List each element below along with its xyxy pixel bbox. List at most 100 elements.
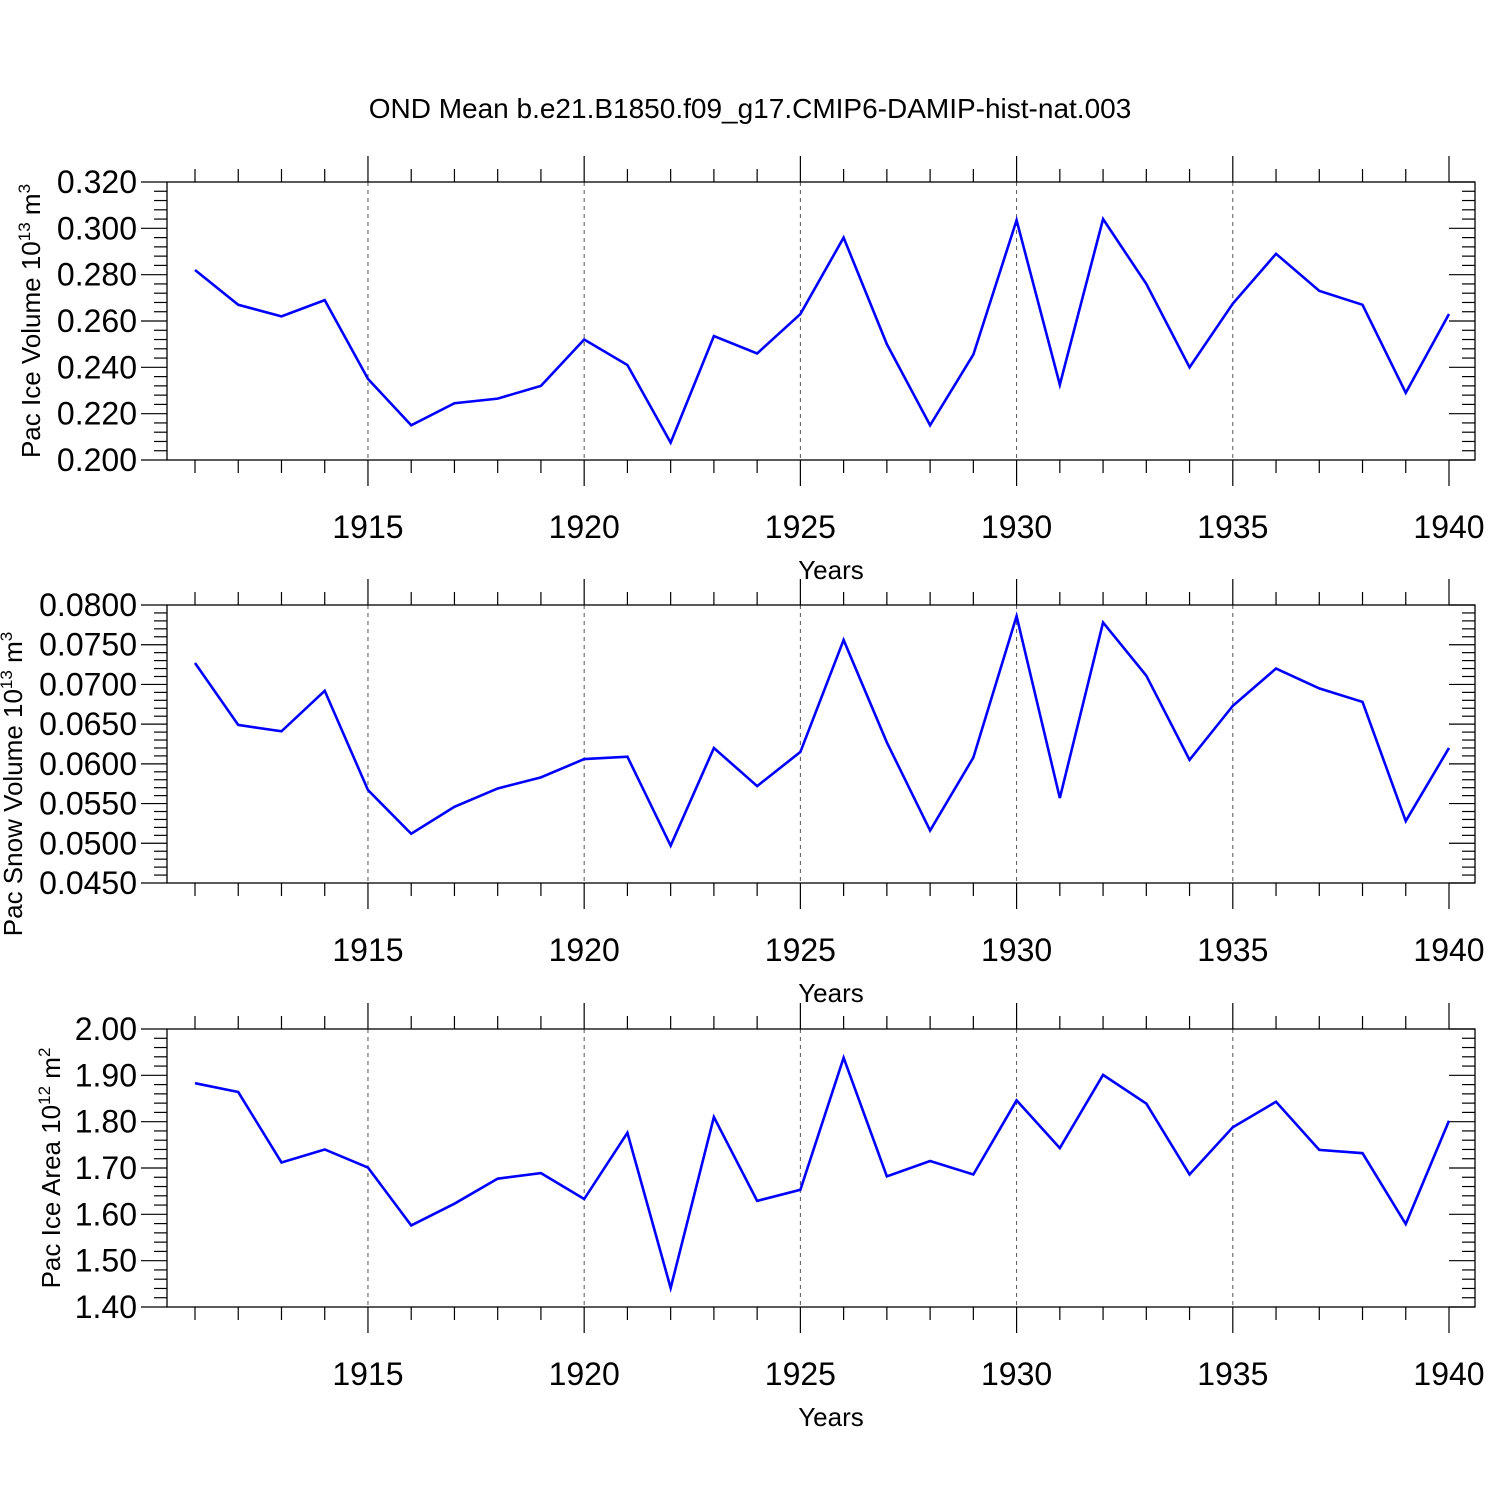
data-point <box>886 344 887 345</box>
data-point <box>1319 1149 1320 1150</box>
data-point <box>411 1225 412 1226</box>
data-point <box>973 757 974 758</box>
y-tick-label: 1.70 <box>75 1150 137 1186</box>
data-point <box>454 403 455 404</box>
y-tick-label: 1.40 <box>75 1289 137 1325</box>
data-point <box>1232 303 1233 304</box>
data-point <box>1362 1153 1363 1154</box>
data-point <box>1059 798 1060 799</box>
x-tick-label: 1925 <box>765 1356 836 1392</box>
data-point <box>1362 304 1363 305</box>
data-point <box>1232 1127 1233 1128</box>
y-axis-label-unit-exponent: 3 <box>0 632 16 641</box>
data-point <box>281 731 282 732</box>
data-point <box>324 690 325 691</box>
data-point <box>584 1199 585 1200</box>
y-axis-label-exponent: 12 <box>35 1086 54 1105</box>
plot-frame <box>166 181 1476 461</box>
data-point <box>238 304 239 305</box>
data-point <box>930 1161 931 1162</box>
data-point <box>1016 1100 1017 1101</box>
data-point <box>195 662 196 663</box>
data-point <box>843 1057 844 1058</box>
x-axis-label: Years <box>798 1402 864 1432</box>
x-tick-label: 1940 <box>1413 1356 1484 1392</box>
data-point <box>1059 384 1060 385</box>
y-axis-label-text: Pac Ice Volume 10 <box>16 241 46 458</box>
y-tick-label: 0.300 <box>57 210 137 246</box>
data-point <box>1319 290 1320 291</box>
x-tick-label: 1920 <box>549 1356 620 1392</box>
y-axis-label: Pac Snow Volume 1013 m3 <box>0 632 28 936</box>
data-point <box>973 1174 974 1175</box>
y-axis-label: Pac Ice Area 1012 m2 <box>35 1048 66 1289</box>
data-point <box>627 756 628 757</box>
data-point <box>843 639 844 640</box>
y-tick-label: 0.0550 <box>39 786 137 822</box>
y-axis-label-unit: m <box>16 193 46 222</box>
x-axis-label: Years <box>798 978 864 1008</box>
y-axis-label-unit: m <box>0 641 28 670</box>
data-point <box>1449 1120 1450 1121</box>
x-tick-label: 1925 <box>765 509 836 545</box>
data-point <box>281 316 282 317</box>
y-tick-label: 0.0750 <box>39 627 137 663</box>
data-point <box>1146 283 1147 284</box>
data-point <box>367 1167 368 1168</box>
data-point <box>367 790 368 791</box>
data-point <box>497 788 498 789</box>
data-point <box>886 1176 887 1177</box>
data-point <box>713 1117 714 1118</box>
data-point <box>454 1203 455 1204</box>
data-point <box>584 339 585 340</box>
y-tick-label: 1.60 <box>75 1196 137 1232</box>
y-tick-label: 1.80 <box>75 1104 137 1140</box>
data-point <box>540 777 541 778</box>
data-point <box>757 1200 758 1201</box>
data-point <box>1449 747 1450 748</box>
data-point <box>627 1132 628 1133</box>
y-tick-label: 0.280 <box>57 257 137 293</box>
data-point <box>1016 616 1017 617</box>
data-point <box>1103 219 1104 220</box>
data-point <box>540 385 541 386</box>
data-point <box>1189 1174 1190 1175</box>
data-point <box>1103 622 1104 623</box>
x-tick-label: 1935 <box>1197 1356 1268 1392</box>
data-point <box>930 830 931 831</box>
series-line <box>194 215 1451 446</box>
data-point <box>670 1288 671 1289</box>
data-point <box>713 336 714 337</box>
y-tick-label: 0.0450 <box>39 865 137 901</box>
y-tick-label: 1.90 <box>75 1057 137 1093</box>
data-point <box>843 237 844 238</box>
data-point <box>886 742 887 743</box>
plot-frame <box>166 604 1476 884</box>
y-axis-label: Pac Ice Volume 1013 m3 <box>15 184 46 458</box>
data-point <box>195 1083 196 1084</box>
x-tick-label: 1915 <box>332 1356 403 1392</box>
x-tick-label: 1935 <box>1197 932 1268 968</box>
data-point <box>1276 668 1277 669</box>
data-point <box>195 270 196 271</box>
series-line <box>194 1053 1451 1294</box>
data-point <box>800 1189 801 1190</box>
data-point <box>324 300 325 301</box>
y-axis-label-text: Pac Snow Volume 10 <box>0 689 28 936</box>
figure-title: OND Mean b.e21.B1850.f09_g17.CMIP6-DAMIP… <box>369 93 1132 124</box>
x-tick-label: 1930 <box>981 932 1052 968</box>
x-tick-label: 1940 <box>1413 932 1484 968</box>
y-axis-label-exponent: 13 <box>0 670 16 689</box>
data-point <box>1146 675 1147 676</box>
data-point <box>497 1178 498 1179</box>
data-point <box>1276 253 1277 254</box>
y-axis-label-text: Pac Ice Area 10 <box>36 1105 66 1289</box>
y-tick-label: 0.0800 <box>39 587 137 623</box>
data-point <box>800 751 801 752</box>
data-point <box>757 786 758 787</box>
y-axis-label-unit: m <box>36 1057 66 1086</box>
data-point <box>1189 367 1190 368</box>
x-tick-label: 1930 <box>981 1356 1052 1392</box>
data-point <box>1103 1074 1104 1075</box>
